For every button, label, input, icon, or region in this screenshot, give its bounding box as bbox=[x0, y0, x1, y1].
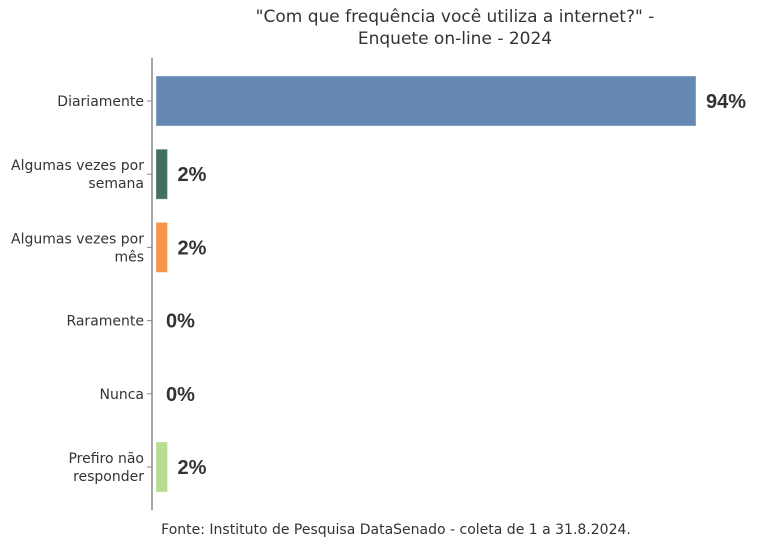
bar bbox=[155, 75, 697, 127]
chart-title: "Com que frequência você utiliza a inter… bbox=[256, 7, 655, 49]
value-label: 2% bbox=[177, 457, 206, 479]
category-label: Diariamente bbox=[57, 94, 144, 110]
category-label: Algumas vezes por mês bbox=[11, 231, 144, 265]
bar bbox=[155, 221, 168, 273]
category-label: Algumas vezes por semana bbox=[11, 158, 144, 192]
value-label: 0% bbox=[166, 384, 195, 406]
category-label: Raramente bbox=[66, 314, 144, 330]
value-label: 0% bbox=[166, 311, 195, 333]
chart-title-line: Enquete on-line - 2024 bbox=[358, 29, 552, 49]
source-note: Fonte: Instituto de Pesquisa DataSenado … bbox=[161, 522, 631, 538]
category-label: Prefiro não responder bbox=[68, 451, 144, 485]
bars bbox=[147, 75, 697, 493]
value-labels: 94% 2% 2% 0% 0% 2% bbox=[166, 91, 746, 479]
bar bbox=[155, 148, 168, 200]
value-label: 94% bbox=[706, 91, 746, 113]
category-labels: Diariamente Algumas vezes por semana Alguma… bbox=[11, 94, 144, 485]
bar bbox=[155, 441, 168, 493]
value-label: 2% bbox=[177, 237, 206, 259]
value-label: 2% bbox=[177, 164, 206, 186]
category-label: Nunca bbox=[100, 387, 145, 403]
chart-title-line: "Com que frequência você utiliza a inter… bbox=[256, 7, 655, 27]
